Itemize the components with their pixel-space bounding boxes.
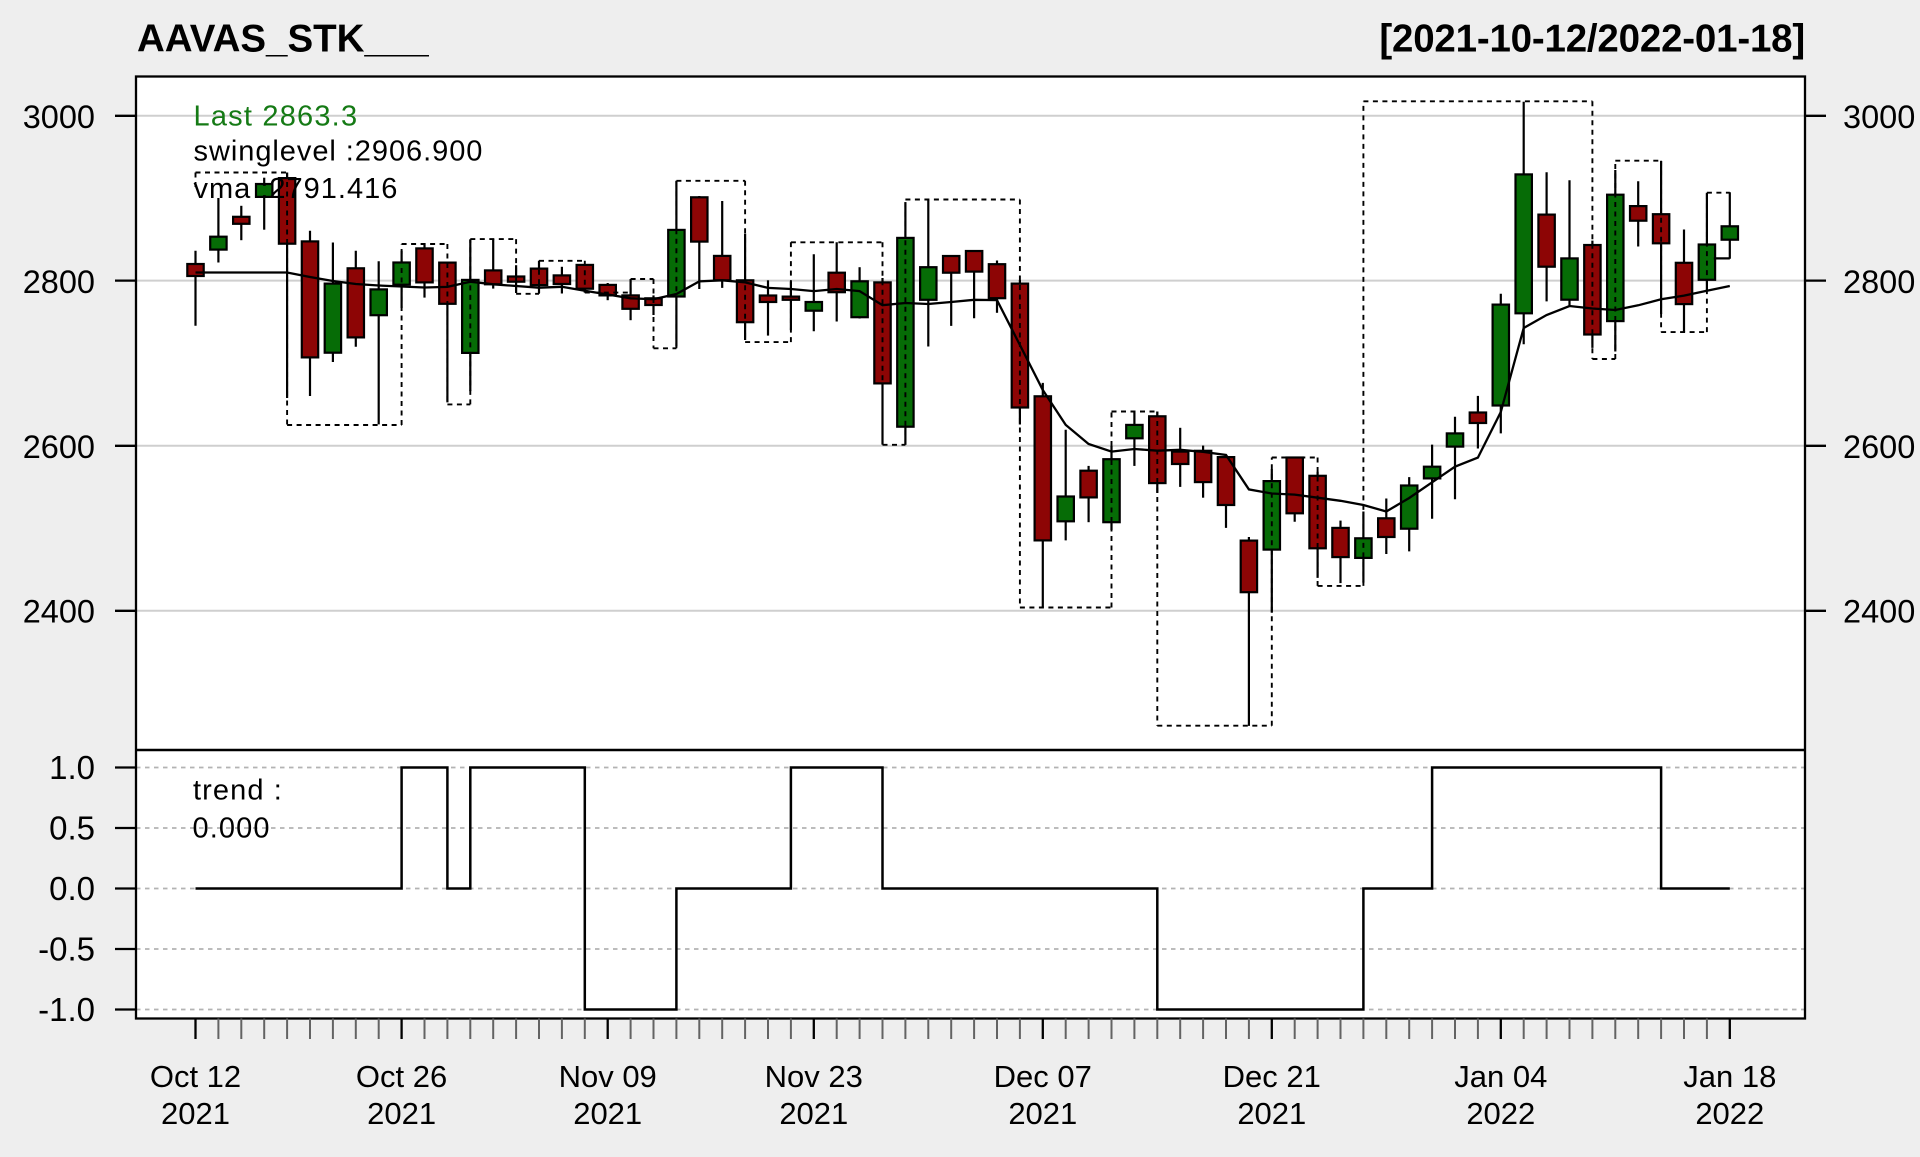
svg-text:0.000: 0.000: [193, 813, 271, 845]
svg-text:2021: 2021: [779, 1096, 848, 1131]
svg-text:2400: 2400: [1843, 594, 1915, 630]
svg-text:2021: 2021: [573, 1096, 642, 1131]
svg-text:vma :2791.416: vma :2791.416: [194, 173, 399, 205]
svg-text:-0.5: -0.5: [38, 931, 95, 968]
svg-text:Jan 18: Jan 18: [1683, 1059, 1776, 1094]
svg-text:3000: 3000: [1843, 99, 1915, 135]
svg-text:2400: 2400: [23, 594, 95, 630]
svg-text:1.0: 1.0: [49, 749, 95, 786]
svg-text:2021: 2021: [367, 1096, 436, 1131]
svg-text:Nov 09: Nov 09: [559, 1059, 657, 1094]
svg-text:2600: 2600: [23, 429, 95, 465]
svg-text:2021: 2021: [161, 1096, 230, 1131]
svg-text:2021: 2021: [1237, 1096, 1306, 1131]
svg-text:2800: 2800: [23, 264, 95, 300]
svg-text:2022: 2022: [1695, 1096, 1764, 1131]
svg-text:trend :: trend :: [193, 775, 283, 807]
svg-text:-1.0: -1.0: [38, 991, 95, 1028]
svg-text:swinglevel :2906.900: swinglevel :2906.900: [194, 136, 484, 168]
svg-text:3000: 3000: [23, 99, 95, 135]
svg-text:2600: 2600: [1843, 429, 1915, 465]
svg-text:0.5: 0.5: [49, 810, 95, 847]
svg-text:Dec 21: Dec 21: [1223, 1059, 1321, 1094]
svg-text:Oct 26: Oct 26: [356, 1059, 447, 1094]
svg-text:Jan 04: Jan 04: [1454, 1059, 1547, 1094]
svg-text:0.0: 0.0: [49, 870, 95, 907]
svg-text:Nov 23: Nov 23: [765, 1059, 863, 1094]
svg-text:Dec 07: Dec 07: [994, 1059, 1092, 1094]
svg-text:AAVAS_STK___: AAVAS_STK___: [137, 18, 429, 61]
svg-text:2021: 2021: [1008, 1096, 1077, 1131]
svg-text:Oct 12: Oct 12: [150, 1059, 241, 1094]
svg-text:Last 2863.3: Last 2863.3: [194, 101, 359, 133]
svg-text:[2021-10-12/2022-01-18]: [2021-10-12/2022-01-18]: [1379, 18, 1805, 61]
svg-text:2800: 2800: [1843, 264, 1915, 300]
svg-text:2022: 2022: [1466, 1096, 1535, 1131]
